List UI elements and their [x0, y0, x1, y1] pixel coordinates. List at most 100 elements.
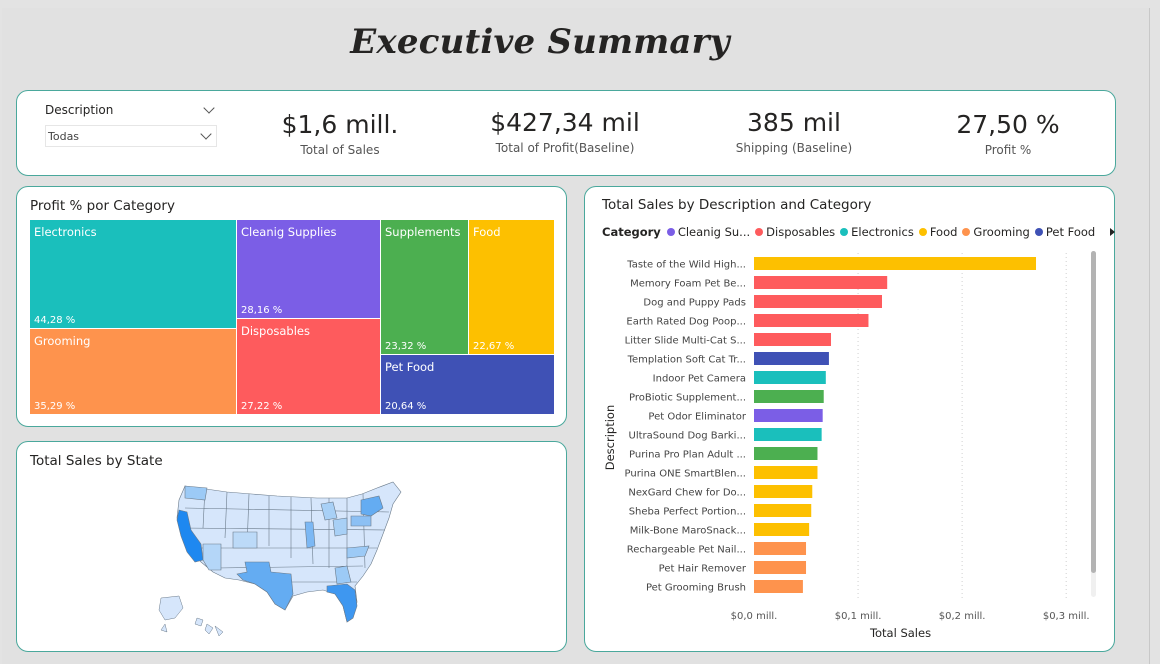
kpi-value: $427,34 mil: [490, 108, 640, 137]
x-tick-label: $0,3 mill.: [1043, 611, 1090, 622]
bar[interactable]: [754, 295, 882, 308]
bar[interactable]: [754, 447, 818, 460]
bar[interactable]: [754, 561, 807, 574]
legend-label: Food: [929, 225, 958, 239]
map-state-washington: [184, 485, 208, 501]
tile-value: 20,64 %: [385, 401, 427, 412]
map-state-alaska: [158, 595, 184, 633]
x-tick-label: $0,1 mill.: [835, 611, 882, 622]
category-label: UltraSound Dog Barki...: [629, 431, 746, 442]
treemap-tile-disposables[interactable]: Disposables 27,22 %: [237, 319, 380, 414]
tile-name: Supplements: [385, 225, 461, 239]
bar[interactable]: [754, 580, 803, 593]
bar[interactable]: [754, 504, 812, 517]
bar[interactable]: [754, 466, 818, 479]
legend-dot: [918, 228, 927, 236]
tile-value: 27,22 %: [241, 401, 283, 412]
description-slicer[interactable]: Description Todas: [45, 101, 217, 147]
bar[interactable]: [754, 409, 823, 422]
category-label: Pet Odor Eliminator: [648, 412, 746, 423]
legend-dot: [755, 228, 764, 236]
legend-label: Cleanig Su...: [677, 225, 751, 239]
bar[interactable]: [754, 390, 824, 403]
tile-value: 28,16 %: [241, 305, 283, 316]
slicer-header: Description: [45, 101, 217, 119]
legend-item[interactable]: Food: [918, 225, 958, 239]
treemap-tile-supplements[interactable]: Supplements 23,32 %: [381, 220, 468, 354]
tile-value: 35,29 %: [34, 401, 76, 412]
kpi-label: Profit %: [984, 143, 1032, 157]
map-state-new-york: [360, 495, 384, 517]
category-label: Dog and Puppy Pads: [643, 298, 746, 309]
treemap-tile-grooming[interactable]: Grooming 35,29 %: [30, 329, 236, 414]
legend-dot: [666, 228, 675, 236]
bar-chart-card: Total Sales by Description and Category …: [584, 186, 1116, 652]
category-label: Earth Rated Dog Poop...: [626, 317, 746, 328]
treemap-tile-electronics[interactable]: Electronics 44,28 %: [30, 220, 236, 328]
us-states-map[interactable]: [157, 478, 417, 638]
category-label: Memory Foam Pet Be...: [630, 279, 746, 290]
legend-item[interactable]: Grooming: [962, 225, 1030, 239]
map-state-illinois: [304, 521, 316, 549]
map-state-texas: [236, 561, 294, 611]
legend-label: Grooming: [973, 225, 1030, 239]
tile-value: 22,67 %: [473, 341, 515, 352]
map-state-pennsylvania: [350, 515, 372, 527]
bar[interactable]: [754, 314, 869, 327]
category-label: Sheba Perfect Portion...: [629, 507, 746, 518]
category-label: Pet Grooming Brush: [646, 583, 746, 594]
kpi-value: 385 mil: [747, 108, 841, 137]
treemap-tile-cleaning-supplies[interactable]: Cleanig Supplies 28,16 %: [237, 220, 380, 318]
kpi-shipping: 385 mil Shipping (Baseline): [699, 107, 889, 155]
kpi-total-profit: $427,34 mil Total of Profit(Baseline): [465, 107, 665, 155]
kpi-label: Shipping (Baseline): [735, 141, 853, 155]
kpi-label: Total of Profit(Baseline): [495, 141, 635, 155]
x-tick-label: $0,2 mill.: [939, 611, 986, 622]
legend-label: Electronics: [851, 225, 914, 239]
category-label: Taste of the Wild High...: [626, 260, 746, 271]
chevron-down-icon[interactable]: [200, 128, 212, 140]
slicer-dropdown[interactable]: Todas: [45, 125, 217, 147]
legend-item[interactable]: Pet Food: [1034, 225, 1096, 239]
legend-dot: [840, 228, 849, 236]
bar[interactable]: [754, 485, 813, 498]
treemap-tile-food[interactable]: Food 22,67 %: [469, 220, 554, 354]
slicer-value: Todas: [48, 129, 80, 143]
bar[interactable]: [754, 523, 810, 536]
legend-item[interactable]: Cleanig Su...: [666, 225, 751, 239]
category-label: Indoor Pet Camera: [653, 374, 746, 385]
category-label: NexGard Chew for Do...: [628, 488, 746, 499]
bar[interactable]: [754, 542, 807, 555]
treemap-tile-pet-food[interactable]: Pet Food 20,64 %: [381, 355, 554, 414]
map-state-hawaii: [194, 617, 224, 637]
legend-item[interactable]: Disposables: [755, 225, 835, 239]
tile-value: 44,28 %: [34, 315, 76, 326]
map-state-california: [176, 509, 204, 563]
kpi-total-sales: $1,6 mill. Total of Sales: [245, 109, 435, 157]
legend-dot: [962, 228, 971, 236]
x-axis-title: Total Sales: [869, 626, 931, 640]
legend-item[interactable]: Electronics: [840, 225, 914, 239]
category-label: Purina ONE SmartBlen...: [625, 469, 747, 480]
legend-next-arrow-icon[interactable]: [1110, 228, 1116, 236]
bar[interactable]: [754, 352, 829, 365]
kpi-card: Description Todas $1,6 mill. Total of Sa…: [16, 90, 1116, 176]
bar[interactable]: [754, 276, 888, 289]
kpi-value: 27,50 %: [956, 110, 1060, 139]
map-state-florida: [326, 583, 358, 623]
treemap-card: Profit % por Category Electronics 44,28 …: [16, 186, 567, 427]
legend-label: Disposables: [766, 225, 836, 239]
scrollbar-thumb[interactable]: [1091, 251, 1096, 573]
legend-title: Category: [602, 225, 661, 239]
tile-name: Pet Food: [385, 360, 435, 374]
bar[interactable]: [754, 428, 822, 441]
category-label: Purina Pro Plan Adult ...: [629, 450, 746, 461]
bar[interactable]: [754, 257, 1037, 270]
chevron-down-icon[interactable]: [203, 102, 215, 114]
legend-label: Pet Food: [1045, 225, 1096, 239]
page-title: Executive Summary: [350, 22, 730, 62]
category-label: Templation Soft Cat Tr...: [627, 355, 746, 366]
bar[interactable]: [754, 371, 826, 384]
bar[interactable]: [754, 333, 832, 346]
chart-legend: Category Cleanig Su... Disposables Elect…: [602, 225, 1116, 239]
